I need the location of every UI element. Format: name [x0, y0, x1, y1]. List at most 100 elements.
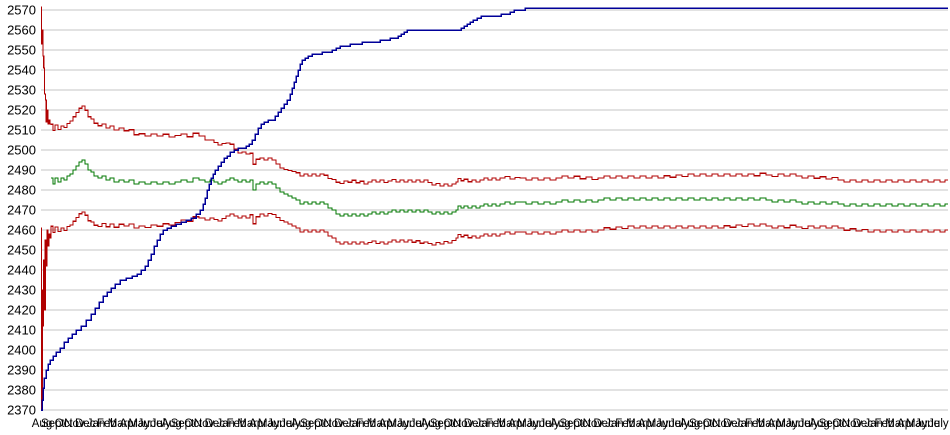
y-axis-tick-label: 2460: [7, 223, 36, 238]
x-axis-month-label: Oct: [314, 418, 333, 430]
x-axis-month-label: Jan: [87, 418, 106, 430]
x-axis-month-label: Jan: [605, 418, 624, 430]
y-axis-tick-label: 2410: [7, 323, 36, 338]
series-mid-green: [51, 159, 948, 217]
x-axis-month-label: June: [267, 418, 292, 430]
series-blue-line: [41, 7, 948, 411]
y-axis-tick-label: 2510: [7, 123, 36, 138]
x-axis-month-label: Dec: [464, 418, 485, 430]
x-axis-month-label: Dec: [205, 418, 226, 430]
y-axis-tick-label: 2520: [7, 103, 36, 118]
x-axis-month-label: Mar: [496, 418, 516, 430]
x-axis-month-label: Apr: [119, 418, 137, 430]
x-axis-month-label: Mar: [367, 418, 387, 430]
x-axis-month-label: Sept: [559, 418, 583, 430]
x-axis-month-label: Mar: [626, 418, 646, 430]
x-axis-month-label: Nov: [453, 418, 474, 430]
x-axis-month-label: May: [517, 418, 539, 430]
x-axis-month-label: Apr: [767, 418, 785, 430]
x-axis-month-label: Jan: [864, 418, 883, 430]
series-lower-band-red: [40, 211, 948, 411]
x-axis-month-label: Mar: [756, 418, 776, 430]
x-axis-month-label: Aug: [550, 418, 570, 430]
series-group: [40, 6, 948, 411]
gridlines-group: [41, 9, 948, 411]
x-axis-month-label: Feb: [874, 418, 894, 430]
y-axis-tick-label: 2570: [7, 3, 36, 18]
y-axis-tick-label: 2470: [7, 203, 36, 218]
x-axis-month-label: Aug: [291, 418, 311, 430]
y-axis-tick-label: 2490: [7, 163, 36, 178]
x-axis-month-label: Jan: [735, 418, 754, 430]
x-axis-month-label: Feb: [486, 418, 506, 430]
x-axis-month-label: Aug: [421, 418, 441, 430]
x-axis-month-label: Apr: [897, 418, 915, 430]
x-axis-month-label: Mar: [108, 418, 128, 430]
x-axis-month-label: Sept: [300, 418, 324, 430]
x-axis-month-label: Apr: [508, 418, 526, 430]
x-axis-month-label: May: [906, 418, 928, 430]
x-axis-month-label: June: [656, 418, 681, 430]
x-axis-month-label: Sept: [689, 418, 713, 430]
x-axis-month-label: Jan: [476, 418, 495, 430]
x-axis-month-label: Jan: [216, 418, 235, 430]
x-axis-month-label: May: [647, 418, 669, 430]
x-axis-month-label: Aug: [809, 418, 829, 430]
x-axis-month-label: Sept: [819, 418, 843, 430]
y-axis-tick-label: 2540: [7, 63, 36, 78]
x-axis-month-label: July: [799, 418, 820, 430]
x-axis-month-label: Dec: [723, 418, 744, 430]
y-axis-tick-label: 2440: [7, 263, 36, 278]
x-axis-month-label: Sept: [430, 418, 454, 430]
x-axis-month-label: Nov: [842, 418, 863, 430]
x-axis-month-label: Nov: [194, 418, 215, 430]
x-axis-month-label: Dec: [853, 418, 874, 430]
x-axis-month-label: Nov: [64, 418, 85, 430]
x-axis-month-label: Dec: [593, 418, 614, 430]
y-axis-tick-label: 2420: [7, 303, 36, 318]
x-axis-month-label: Oct: [573, 418, 592, 430]
y-axis-tick-label: 2480: [7, 183, 36, 198]
series-upper-band-red: [41, 6, 948, 187]
x-axis-month-label: Apr: [638, 418, 656, 430]
x-axis-month-label: Feb: [226, 418, 246, 430]
x-axis-month-label: Apr: [249, 418, 267, 430]
y-axis-tick-label: 2530: [7, 83, 36, 98]
x-axis-month-label: May: [128, 418, 150, 430]
x-axis-month-label: Dec: [334, 418, 355, 430]
x-axis-month-label: May: [258, 418, 280, 430]
x-axis-month-label: Nov: [712, 418, 733, 430]
x-axis-month-label: July: [410, 418, 431, 430]
y-axis-tick-label: 2450: [7, 243, 36, 258]
x-axis-month-label: Oct: [55, 418, 74, 430]
x-axis-month-label: June: [526, 418, 551, 430]
x-axis-month-label: June: [397, 418, 422, 430]
y-axis-labels-group: 2570 2560 2550 2540 2530 2520 2510 2500 2490 2480…: [7, 3, 36, 418]
y-axis-tick-label: 2380: [7, 383, 36, 398]
x-axis-month-label: July: [280, 418, 301, 430]
x-axis-month-label: Nov: [323, 418, 344, 430]
x-axis-month-label: Feb: [615, 418, 635, 430]
y-axis-tick-label: 2500: [7, 143, 36, 158]
x-axis-month-label: June: [138, 418, 163, 430]
x-axis-month-label: Feb: [356, 418, 376, 430]
x-axis-month-label: May: [388, 418, 410, 430]
x-axis-month-label: Oct: [832, 418, 851, 430]
x-axis-month-label: Feb: [97, 418, 117, 430]
x-axis-month-label: Aug: [32, 418, 52, 430]
x-axis-month-label: Sept: [41, 418, 65, 430]
x-axis-month-label: June: [915, 418, 940, 430]
x-axis-labels-group: AugSeptOctNovDecJanFebMarAprMayJuneJulyA…: [32, 418, 949, 430]
x-axis-month-label: Jan: [346, 418, 365, 430]
y-axis-tick-label: 2550: [7, 43, 36, 58]
x-axis-month-label: Oct: [703, 418, 722, 430]
x-axis-month-label: May: [776, 418, 798, 430]
x-axis-month-label: July: [539, 418, 560, 430]
x-axis-month-label: July: [928, 418, 949, 430]
y-axis-tick-label: 2400: [7, 343, 36, 358]
x-axis-month-label: Apr: [379, 418, 397, 430]
x-axis-month-label: June: [786, 418, 811, 430]
x-axis-month-label: Sept: [171, 418, 195, 430]
